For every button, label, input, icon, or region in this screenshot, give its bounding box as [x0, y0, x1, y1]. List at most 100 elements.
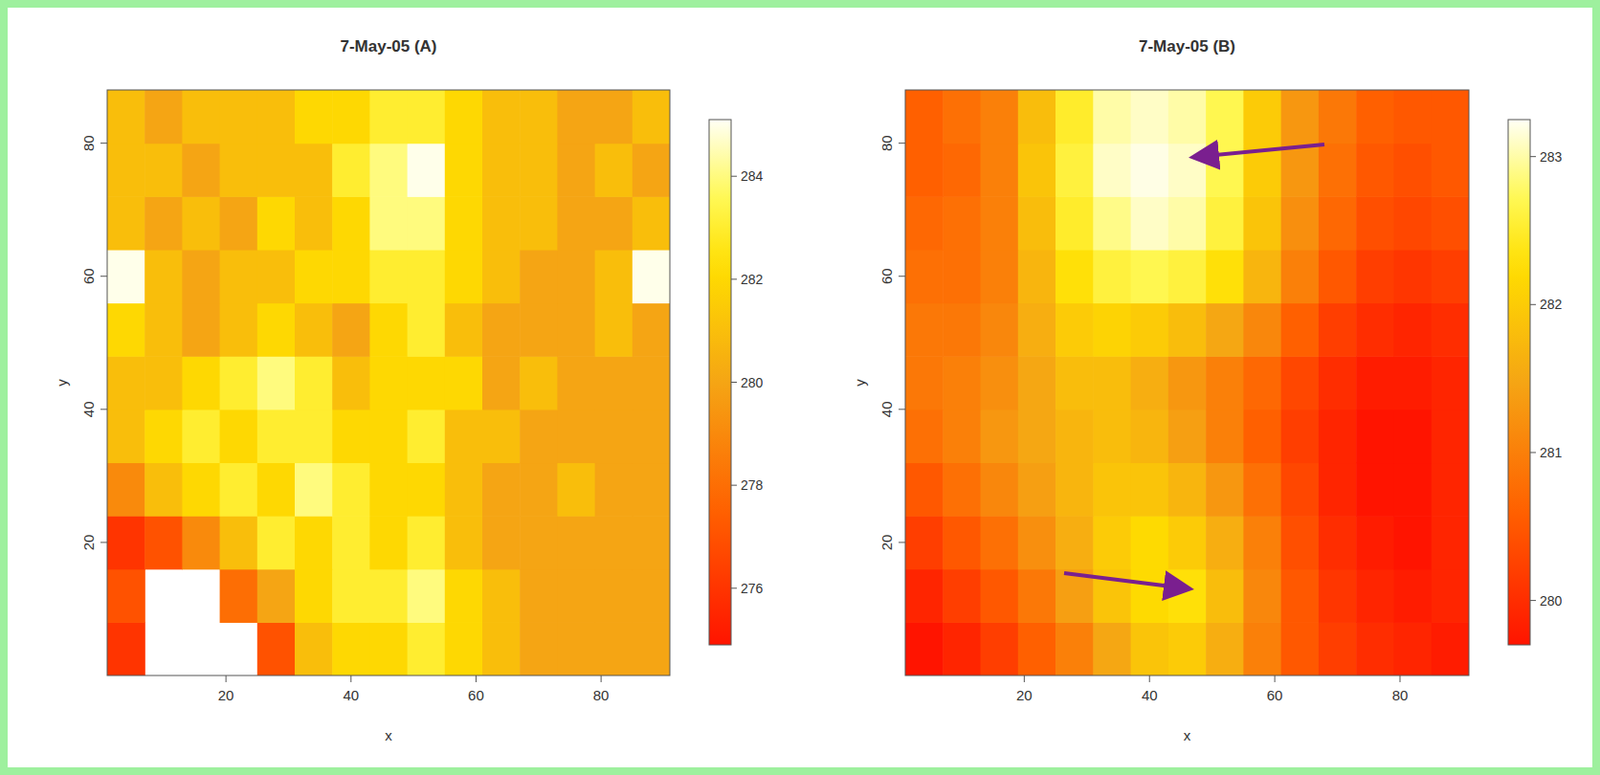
cell: [905, 569, 944, 623]
cell: [407, 515, 446, 570]
colorbar-tick-label: 282: [740, 271, 764, 288]
cell: [1243, 89, 1282, 144]
cell: [1281, 355, 1320, 410]
cell: [1018, 143, 1057, 198]
colorbar: [1508, 119, 1531, 645]
cell: [1318, 355, 1357, 410]
cell: [407, 249, 446, 304]
colorbar-tick: [731, 587, 737, 589]
cell: [1092, 462, 1132, 516]
cell: [1431, 249, 1469, 304]
cell: [1355, 143, 1395, 198]
cell: [942, 196, 981, 250]
cell: [444, 249, 484, 304]
cell: [369, 303, 408, 357]
cell: [595, 462, 634, 516]
cell: [1355, 355, 1395, 410]
cell: [482, 196, 521, 250]
cell: [294, 462, 334, 516]
cell: [1205, 409, 1245, 464]
cell: [556, 89, 596, 144]
cell: [1131, 515, 1170, 570]
cell: [482, 569, 521, 623]
cell: [444, 569, 484, 623]
cell: [220, 515, 259, 570]
cell: [1092, 303, 1132, 357]
x-tick-label: 40: [342, 687, 359, 704]
cell: [1393, 143, 1432, 198]
cell: [1168, 622, 1207, 676]
panel: 2040608020406080xy7-May-05 (B)2802812822…: [851, 37, 1563, 744]
cell: [905, 462, 944, 516]
cell: [519, 462, 558, 516]
cell: [1055, 143, 1094, 198]
cell: [1055, 196, 1094, 250]
cell: [1431, 462, 1469, 516]
cell: [1205, 515, 1245, 570]
cell: [595, 89, 634, 144]
x-tick-label: 80: [1392, 687, 1409, 704]
cell: [1393, 409, 1432, 464]
cell: [1281, 462, 1320, 516]
cell: [1018, 569, 1057, 623]
cell: [980, 303, 1020, 357]
cell: [980, 89, 1020, 144]
cell: [1431, 569, 1469, 623]
cell: [1243, 515, 1282, 570]
cell: [1131, 143, 1170, 198]
cell: [1318, 89, 1357, 144]
cell: [632, 143, 670, 198]
cell: [369, 569, 408, 623]
cell: [1243, 409, 1282, 464]
cell: [1393, 249, 1432, 304]
cell: [1431, 89, 1469, 144]
cell: [595, 196, 634, 250]
cell: [1431, 143, 1469, 198]
cell: [1355, 249, 1395, 304]
cell: [407, 355, 446, 410]
cell: [482, 409, 521, 464]
cell: [980, 462, 1020, 516]
cell: [482, 143, 521, 198]
cell: [482, 249, 521, 304]
cell: [107, 196, 146, 250]
cell: [632, 89, 670, 144]
cell: [294, 143, 334, 198]
cell: [942, 355, 981, 410]
cell: [144, 249, 183, 304]
plot-frame: [107, 89, 670, 676]
cell: [905, 409, 944, 464]
colorbar-tick-label: 280: [1539, 593, 1563, 609]
cell: [220, 196, 259, 250]
colorbar-tick: [731, 381, 737, 383]
plot-frame: [905, 89, 1469, 676]
cell: [595, 143, 634, 198]
cell: [1355, 409, 1395, 464]
cell: [1131, 409, 1170, 464]
cell: [107, 515, 146, 570]
cell: [519, 622, 558, 676]
cell: [632, 303, 670, 357]
cell: [519, 196, 558, 250]
cell: [1018, 89, 1057, 144]
colorbar-tick-label: 282: [1539, 296, 1563, 312]
cell: [905, 249, 944, 304]
cell: [519, 409, 558, 464]
arrow: [1064, 573, 1187, 589]
x-tick: [350, 675, 352, 683]
y-tick-label: 20: [878, 534, 895, 552]
cell: [294, 515, 334, 570]
cell: [1131, 355, 1170, 410]
y-tick-label: 80: [878, 134, 895, 152]
cell: [1131, 249, 1170, 304]
cell: [482, 303, 521, 357]
cell: [407, 622, 446, 676]
cell: [595, 355, 634, 410]
cell: [942, 249, 981, 304]
cell: [632, 249, 670, 304]
cell: [407, 569, 446, 623]
cell: [942, 515, 981, 570]
cell: [1393, 89, 1432, 144]
cell: [181, 462, 221, 516]
cell: [632, 355, 670, 410]
